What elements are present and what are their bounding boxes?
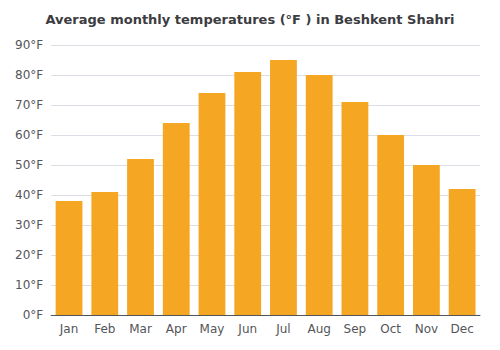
- svg-text:0°F: 0°F: [23, 308, 44, 322]
- svg-text:60°F: 60°F: [15, 128, 43, 142]
- svg-text:Apr: Apr: [166, 322, 187, 336]
- svg-text:Dec: Dec: [451, 322, 474, 336]
- svg-text:Jul: Jul: [275, 322, 290, 336]
- svg-text:10°F: 10°F: [15, 278, 43, 292]
- svg-text:80°F: 80°F: [15, 68, 43, 82]
- svg-text:Jan: Jan: [59, 322, 79, 336]
- svg-text:30°F: 30°F: [15, 218, 43, 232]
- svg-text:May: May: [200, 322, 225, 336]
- svg-text:Feb: Feb: [94, 322, 115, 336]
- svg-text:Mar: Mar: [129, 322, 152, 336]
- svg-text:Average monthly temperatures (: Average monthly temperatures (°F ) in Be…: [45, 12, 454, 27]
- svg-text:Nov: Nov: [415, 322, 438, 336]
- svg-text:Sep: Sep: [344, 322, 367, 336]
- svg-text:20°F: 20°F: [15, 248, 43, 262]
- svg-text:Jun: Jun: [237, 322, 257, 336]
- svg-text:40°F: 40°F: [15, 188, 43, 202]
- svg-text:Aug: Aug: [307, 322, 330, 336]
- svg-text:70°F: 70°F: [15, 98, 43, 112]
- svg-text:50°F: 50°F: [15, 158, 43, 172]
- svg-text:90°F: 90°F: [15, 38, 43, 52]
- svg-text:Oct: Oct: [380, 322, 401, 336]
